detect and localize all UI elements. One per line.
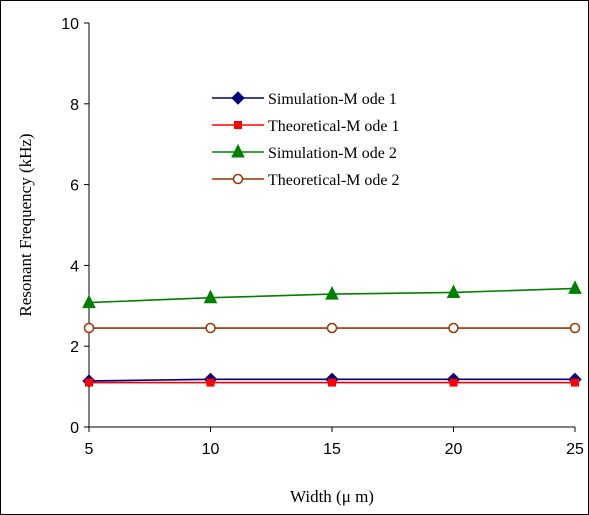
- legend-item: Theoretical-M ode 1: [212, 118, 400, 135]
- legend-label: Theoretical-M ode 2: [268, 172, 400, 189]
- data-point: [569, 322, 581, 334]
- legend-label: Theoretical-M ode 1: [268, 118, 400, 135]
- legend-item: Simulation-M ode 2: [212, 143, 397, 162]
- data-point: [203, 289, 218, 304]
- y-axis-title: Resonant Frequency (kHz): [16, 133, 35, 316]
- data-point: [325, 285, 339, 300]
- x-tick-label: 15: [323, 441, 341, 458]
- series-4: [83, 322, 581, 334]
- data-point: [206, 378, 215, 387]
- legend-marker: [231, 143, 245, 158]
- x-tick-label: 25: [566, 441, 584, 458]
- y-tick-label: 8: [70, 97, 79, 114]
- legend-marker: [234, 121, 242, 129]
- data-point: [571, 378, 579, 387]
- series-2: [85, 378, 579, 387]
- legend-label: Simulation-M ode 1: [268, 91, 397, 108]
- ticks-group: 0 2 4 6 8 10 5 10 15 20 25: [61, 16, 584, 458]
- x-tick-label: 10: [202, 441, 220, 458]
- series-3: [82, 280, 582, 309]
- data-point: [82, 294, 96, 309]
- y-tick-label: 10: [61, 16, 79, 33]
- legend: Simulation-M ode 1 Theoretical-M ode 1 Sim…: [212, 91, 400, 189]
- data-point: [205, 322, 216, 334]
- data-point: [449, 378, 458, 387]
- data-point: [85, 378, 93, 387]
- legend-marker: [231, 91, 245, 105]
- data-point: [448, 322, 459, 334]
- y-tick-label: 6: [70, 178, 79, 195]
- x-axis-title: Width (μ m): [290, 487, 374, 506]
- data-point: [446, 284, 461, 298]
- y-tick-label: 0: [70, 420, 79, 437]
- y-tick-label: 4: [70, 258, 79, 275]
- legend-label: Simulation-M ode 2: [268, 145, 397, 162]
- legend-item: Simulation-M ode 1: [212, 91, 397, 108]
- series-layer: [82, 280, 582, 388]
- data-point: [328, 378, 336, 387]
- legend-marker: [232, 173, 244, 185]
- data-point: [568, 280, 582, 294]
- x-tick-label: 5: [85, 441, 94, 458]
- data-point: [326, 322, 338, 334]
- data-point: [83, 322, 95, 334]
- legend-item: Theoretical-M ode 2: [212, 172, 400, 189]
- y-tick-label: 2: [70, 339, 79, 356]
- x-tick-label: 20: [445, 441, 463, 458]
